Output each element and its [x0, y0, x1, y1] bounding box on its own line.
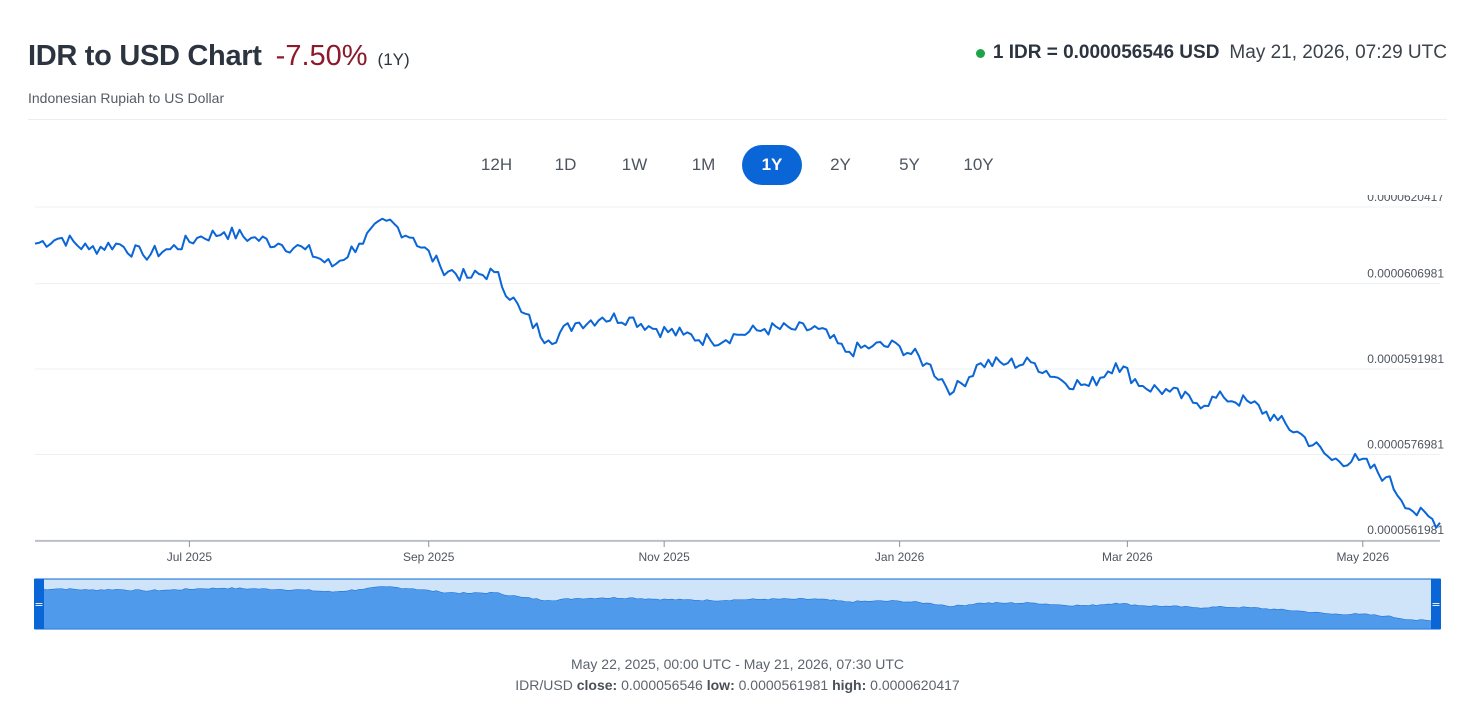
navigator-grip-right-icon: = — [1431, 598, 1440, 611]
x-tick-label: Sep 2025 — [403, 550, 455, 564]
range-tab-1w[interactable]: 1W — [621, 155, 648, 174]
footer-close-value: 0.000056546 — [621, 677, 703, 693]
range-tab-12h[interactable]: 12H — [480, 155, 513, 174]
footer-low-label: low: — [706, 677, 735, 693]
y-tick-label: 0.0000561981 — [1367, 523, 1444, 537]
x-axis: Jul 2025 Sep 2025 Nov 2025 Jan 2026 Mar 2026… — [35, 540, 1440, 564]
range-tab-2y[interactable]: 2Y — [830, 155, 851, 174]
rate-row: 1 IDR = 0.000056546 USD May 21, 2026, 07… — [975, 42, 1447, 64]
navigator-area — [34, 586, 1441, 630]
rate-chart[interactable]: 0.0000620417 0.0000606981 0.0000591981 0.00… — [0, 195, 1475, 640]
footer-close-label: close: — [576, 677, 618, 693]
x-tick-label: May 2026 — [1336, 550, 1389, 564]
y-tick-label: 0.0000606981 — [1367, 267, 1444, 281]
range-tab-1m[interactable]: 1M — [691, 155, 716, 174]
navigator-handle-right[interactable] — [1431, 579, 1441, 629]
range-tab-10y[interactable]: 10Y — [963, 155, 994, 174]
x-tick-label: Jul 2025 — [167, 550, 213, 564]
footer-range: May 22, 2025, 00:00 UTC - May 21, 2026, … — [570, 656, 905, 672]
navigator-handle-left[interactable] — [34, 579, 44, 629]
range-tab-1y[interactable]: 1Y — [742, 145, 802, 185]
navigator-grip-left-icon: = — [34, 598, 43, 611]
range-tabs: 12H 1D 1W 1M 1Y 2Y 5Y 10Y — [0, 145, 1475, 185]
range-tab-5y[interactable]: 5Y — [899, 155, 920, 174]
live-status-icon — [975, 48, 985, 58]
rate-timestamp: May 21, 2026, 07:29 UTC — [1229, 42, 1447, 63]
rate-series-line — [34, 217, 1441, 529]
y-tick-label: 0.0000620417 — [1367, 195, 1444, 204]
y-tick-label: 0.0000576981 — [1367, 438, 1444, 452]
y-axis-labels: 0.0000620417 0.0000606981 0.0000591981 0.00… — [1367, 195, 1444, 537]
x-tick-label: Jan 2026 — [875, 550, 925, 564]
y-tick-label: 0.0000591981 — [1367, 352, 1444, 366]
footer-low-value: 0.0000561981 — [738, 677, 829, 693]
header-divider — [28, 119, 1447, 120]
footer-stats: IDR/USD close: 0.000056546 low: 0.000056… — [0, 677, 1475, 693]
page-title: IDR to USD Chart — [28, 40, 262, 72]
change-percent: -7.50% — [275, 40, 368, 72]
footer-high-value: 0.0000620417 — [870, 677, 960, 693]
range-tab-1d[interactable]: 1D — [554, 155, 577, 174]
change-period: (1Y) — [377, 50, 410, 69]
x-tick-label: Mar 2026 — [1102, 550, 1153, 564]
page-subtitle: Indonesian Rupiah to US Dollar — [28, 90, 225, 106]
grid-lines — [35, 206, 1440, 541]
title-row: IDR to USD Chart -7.50% (1Y) — [28, 40, 410, 73]
footer-pair: IDR/USD — [515, 677, 573, 693]
footer-high-label: high: — [832, 677, 867, 693]
x-tick-label: Nov 2025 — [638, 550, 690, 564]
range-navigator[interactable]: = = — [34, 578, 1441, 630]
current-rate: 1 IDR = 0.000056546 USD — [992, 42, 1220, 63]
